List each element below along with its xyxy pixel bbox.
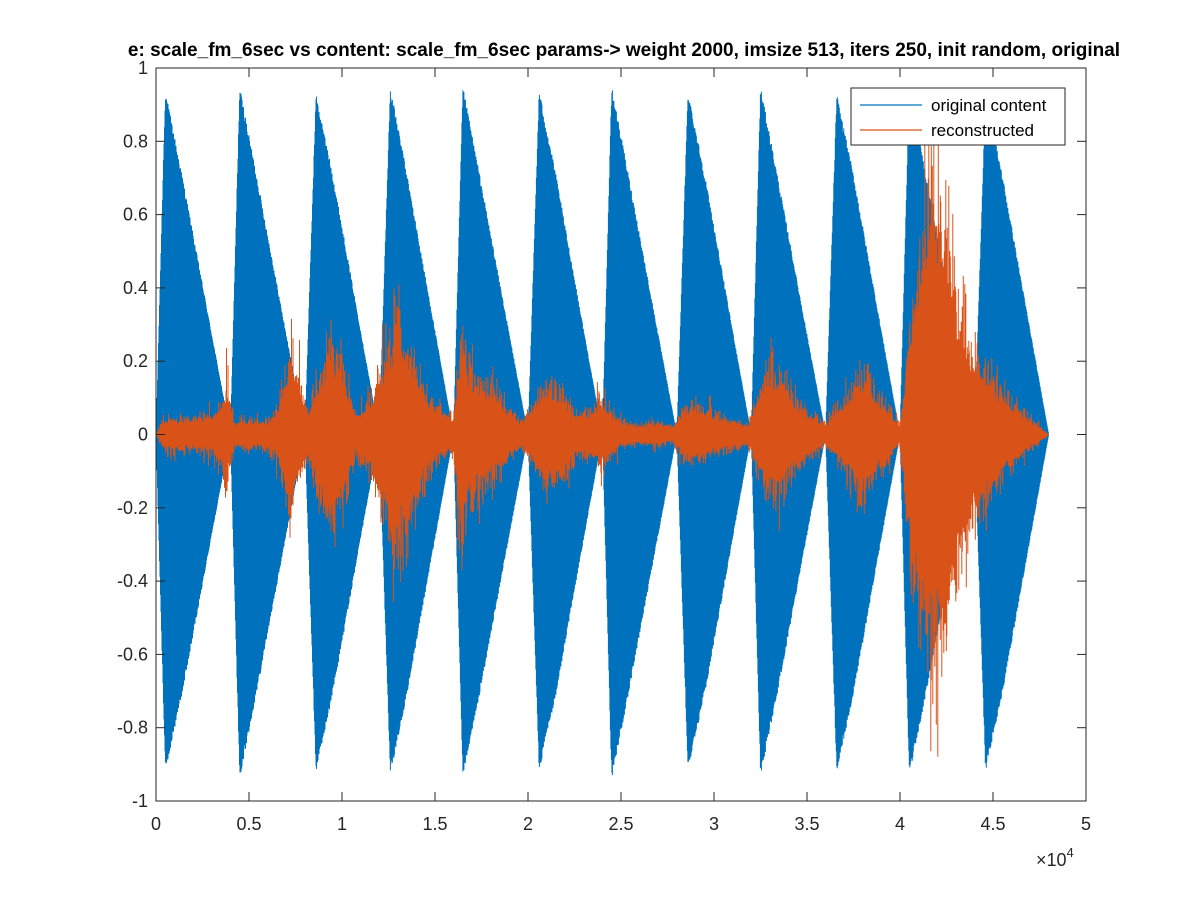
legend: original content reconstructed xyxy=(850,87,1066,146)
legend-label-original-content: original content xyxy=(931,96,1047,115)
x-tick-label: 1 xyxy=(337,814,347,834)
y-tick-label: 0.6 xyxy=(123,205,148,225)
y-tick-label: 0.2 xyxy=(123,351,148,371)
x-tick-label: 4 xyxy=(895,814,905,834)
y-tick-label: -0.4 xyxy=(117,571,148,591)
y-tick-label: -0.6 xyxy=(117,644,148,664)
series-reconstructed xyxy=(156,101,1049,757)
x-tick-label: 2.5 xyxy=(608,814,633,834)
y-tick-label: -0.2 xyxy=(117,498,148,518)
x-tick-label: 3.5 xyxy=(794,814,819,834)
x-exponent-base: ×10 xyxy=(1036,850,1067,870)
x-tick-label: 3 xyxy=(709,814,719,834)
y-tick-label: 0.8 xyxy=(123,131,148,151)
x-tick-label: 0 xyxy=(151,814,161,834)
x-tick-label: 2 xyxy=(523,814,533,834)
tick-layer: 0 0.5 1 1.5 2 2.5 3 3.5 4 4.5 5 -1 -0.8 -0.6 -0.4 -0.2 0… xyxy=(117,58,1091,834)
x-tick-label: 0.5 xyxy=(236,814,261,834)
x-exponent-label: ×104 xyxy=(1036,845,1074,870)
legend-label-reconstructed: reconstructed xyxy=(931,121,1034,140)
series-line xyxy=(156,101,1049,757)
x-tick-label: 4.5 xyxy=(980,814,1005,834)
y-tick-label: -1 xyxy=(132,791,148,811)
y-tick-label: 0 xyxy=(138,425,148,445)
y-tick-label: -0.8 xyxy=(117,718,148,738)
chart-title: e: scale_fm_6sec vs content: scale_fm_6s… xyxy=(128,40,1120,61)
x-tick-label: 5 xyxy=(1081,814,1091,834)
x-exponent-power: 4 xyxy=(1067,845,1074,860)
y-tick-label: 1 xyxy=(138,58,148,78)
y-tick-label: 0.4 xyxy=(123,278,148,298)
series-layer xyxy=(156,90,1049,776)
legend-box xyxy=(850,87,1066,146)
x-tick-label: 1.5 xyxy=(422,814,447,834)
